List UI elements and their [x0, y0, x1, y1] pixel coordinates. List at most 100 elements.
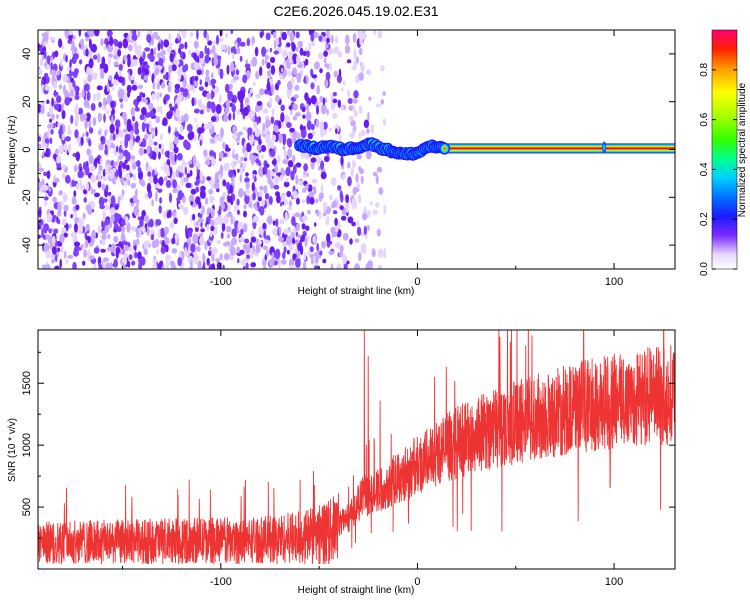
noise-speckle [49, 36, 56, 41]
noise-speckle [331, 200, 338, 208]
noise-speckle [286, 190, 292, 198]
noise-speckle [292, 115, 298, 121]
noise-speckle [64, 174, 71, 184]
noise-speckle [316, 105, 319, 115]
noise-speckle [112, 179, 117, 185]
noise-speckle [266, 82, 271, 91]
noise-speckle [310, 95, 317, 105]
noise-speckle [197, 218, 204, 223]
noise-speckle [139, 114, 145, 121]
noise-speckle [193, 52, 197, 61]
noise-speckle [185, 182, 192, 188]
noise-speckle [188, 49, 191, 56]
noise-speckle [164, 244, 169, 253]
noise-speckle [143, 149, 147, 154]
noise-speckle [380, 65, 385, 72]
noise-speckle [131, 115, 136, 122]
noise-speckle [84, 239, 89, 249]
noise-speckle [68, 81, 72, 91]
noise-speckle [196, 69, 202, 76]
noise-speckle [150, 234, 155, 241]
noise-speckle [74, 94, 80, 101]
noise-speckle [67, 143, 72, 154]
noise-speckle [199, 190, 206, 199]
noise-speckle [375, 103, 382, 108]
noise-speckle [353, 125, 357, 132]
noise-speckle [309, 197, 315, 205]
noise-speckle [45, 147, 49, 158]
noise-speckle [355, 75, 359, 84]
noise-speckle [106, 139, 112, 147]
noise-speckle [38, 208, 42, 218]
noise-speckle [72, 80, 76, 88]
noise-speckle [377, 248, 384, 258]
noise-speckle [306, 172, 309, 177]
noise-speckle [360, 232, 365, 237]
noise-speckle [285, 235, 292, 246]
noise-speckle [254, 46, 259, 57]
noise-speckle [158, 205, 162, 214]
noise-speckle [280, 67, 284, 73]
noise-speckle [274, 164, 279, 174]
noise-speckle [48, 106, 54, 115]
noise-speckle [215, 104, 222, 114]
noise-speckle [306, 195, 311, 205]
noise-speckle [153, 47, 157, 56]
noise-speckle [71, 232, 75, 238]
noise-speckle [266, 62, 271, 69]
noise-speckle [248, 92, 251, 99]
noise-speckle [287, 160, 294, 168]
noise-speckle [330, 226, 336, 234]
spec-y-tick-label: 0 [21, 146, 33, 152]
noise-speckle [197, 127, 203, 135]
noise-speckle [59, 233, 65, 243]
noise-speckle [51, 123, 54, 129]
noise-speckle [183, 113, 189, 122]
noise-speckle [236, 246, 240, 254]
noise-speckle [133, 239, 136, 246]
noise-speckle [183, 139, 189, 149]
noise-speckle [97, 129, 101, 136]
noise-speckle [192, 233, 199, 244]
noise-speckle [252, 192, 256, 201]
noise-speckle [211, 157, 216, 167]
noise-speckle [49, 69, 53, 76]
noise-speckle [342, 232, 349, 241]
noise-speckle [199, 109, 204, 115]
noise-speckle [46, 55, 51, 64]
noise-speckle [239, 89, 245, 100]
noise-speckle [194, 117, 197, 123]
noise-speckle [339, 205, 344, 211]
noise-speckle [116, 226, 123, 232]
noise-speckle [254, 128, 261, 138]
noise-speckle [186, 173, 191, 178]
noise-speckle [226, 225, 232, 233]
noise-speckle [348, 115, 354, 122]
noise-speckle [307, 210, 311, 215]
noise-speckle [199, 58, 205, 65]
noise-speckle [312, 235, 317, 244]
noise-speckle [100, 136, 103, 143]
noise-speckle [144, 47, 151, 52]
noise-speckle [285, 166, 291, 177]
noise-speckle [181, 30, 187, 37]
noise-speckle [332, 112, 338, 119]
noise-speckle [124, 244, 129, 252]
noise-speckle [224, 83, 230, 93]
noise-speckle [232, 125, 237, 134]
noise-speckle [113, 61, 119, 66]
noise-speckle [273, 184, 280, 190]
noise-speckle [171, 64, 177, 72]
noise-speckle [298, 72, 302, 83]
noise-speckle [74, 112, 78, 122]
noise-speckle [193, 40, 199, 49]
noise-speckle [315, 198, 319, 204]
noise-speckle [322, 258, 327, 264]
noise-speckle [70, 214, 73, 219]
noise-speckle [277, 79, 281, 86]
noise-speckle [281, 241, 287, 247]
noise-speckle [159, 197, 163, 204]
noise-speckle [49, 137, 53, 145]
noise-speckle [303, 151, 310, 160]
noise-speckle [286, 138, 292, 147]
